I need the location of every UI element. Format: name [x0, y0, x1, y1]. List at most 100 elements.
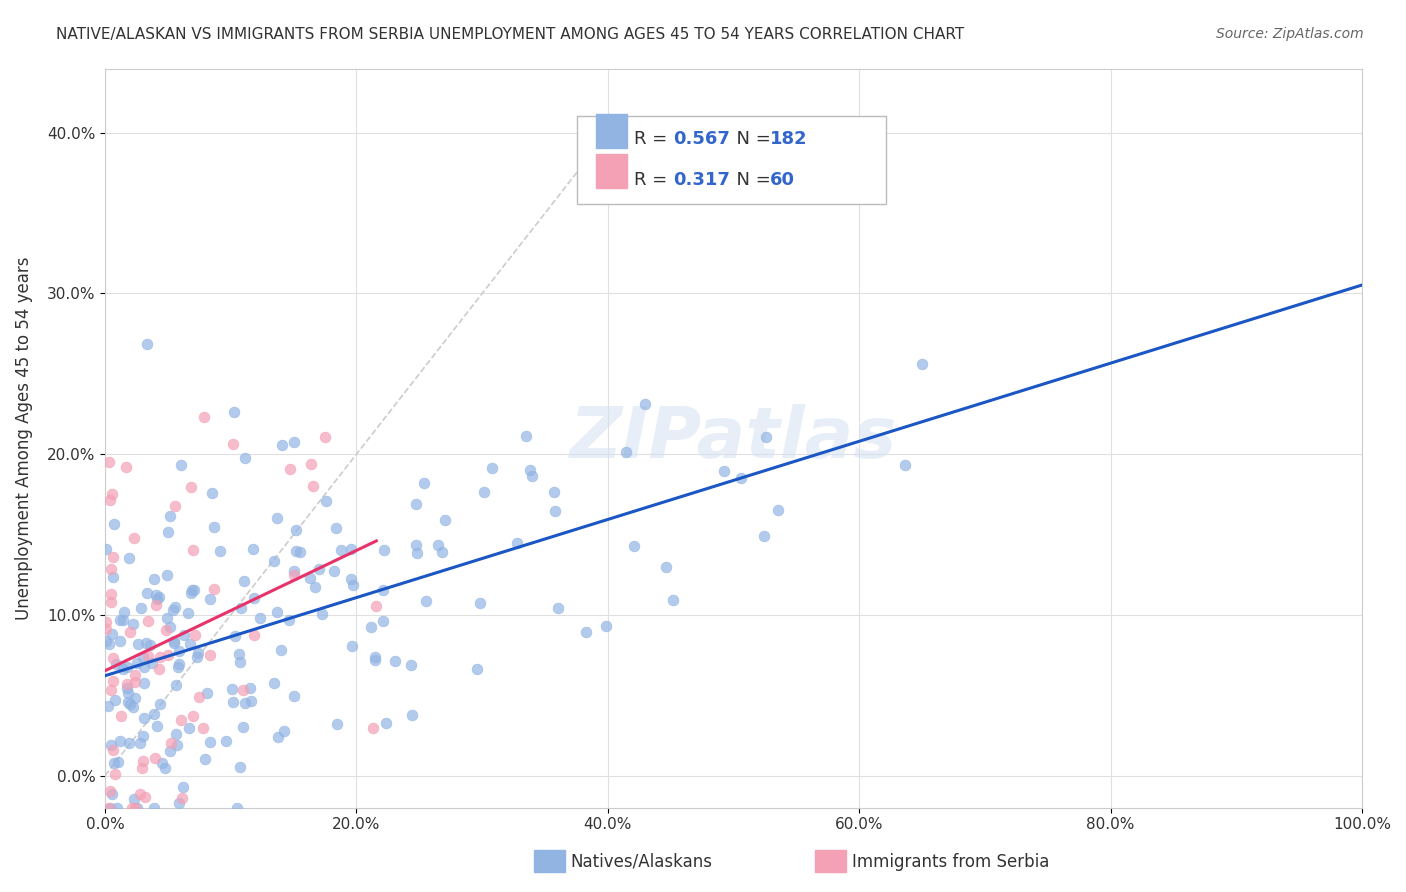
Point [314, 430, 336, 444]
Point [122, 531, 145, 545]
Point [373, 615, 395, 629]
Point [515, 429, 537, 443]
Point [97, 699, 120, 714]
Point [911, 357, 934, 371]
Point [547, 600, 569, 615]
Point [405, 497, 427, 511]
Point [108, 613, 131, 627]
Point [661, 593, 683, 607]
Point [283, 564, 305, 578]
Text: Immigrants from Serbia: Immigrants from Serbia [852, 853, 1049, 871]
Point [323, 565, 346, 579]
Point [224, 629, 246, 643]
Point [179, 637, 201, 651]
Point [430, 545, 453, 559]
Point [167, 659, 190, 673]
Point [107, 800, 129, 814]
Point [299, 458, 322, 472]
Point [399, 658, 422, 673]
Point [614, 445, 637, 459]
Point [384, 654, 406, 668]
Point [229, 759, 252, 773]
Point [172, 791, 194, 805]
Point [401, 708, 423, 723]
Point [165, 500, 187, 514]
Point [426, 538, 449, 552]
Point [94, 615, 117, 629]
Point [146, 591, 169, 606]
Point [520, 469, 543, 483]
Point [170, 458, 193, 472]
Point [101, 743, 124, 757]
Point [519, 463, 541, 477]
Point [278, 613, 301, 627]
Point [114, 605, 136, 619]
Point [284, 544, 307, 558]
Point [141, 656, 163, 670]
Point [181, 708, 204, 723]
Point [165, 678, 187, 692]
Point [187, 646, 209, 660]
Point [107, 756, 129, 770]
Point [222, 404, 245, 418]
Point [101, 570, 124, 584]
Point [100, 562, 122, 576]
Point [111, 662, 134, 676]
Point [145, 598, 167, 612]
Point [167, 797, 190, 811]
Point [149, 698, 172, 712]
Point [162, 634, 184, 648]
Point [340, 542, 363, 557]
Point [339, 572, 361, 586]
Point [104, 692, 127, 706]
Point [232, 574, 254, 588]
Point [103, 756, 125, 771]
Point [132, 676, 155, 690]
Point [405, 538, 427, 552]
Y-axis label: Unemployment Among Ages 45 to 54 years: Unemployment Among Ages 45 to 54 years [15, 256, 32, 620]
Point [311, 607, 333, 621]
Point [201, 485, 224, 500]
Point [366, 599, 388, 613]
Text: ZIPatlas: ZIPatlas [569, 403, 897, 473]
Point [180, 583, 202, 598]
Point [122, 791, 145, 805]
Point [755, 430, 778, 444]
Point [132, 659, 155, 673]
Point [240, 693, 263, 707]
Point [135, 636, 157, 650]
Point [301, 478, 323, 492]
Point [243, 628, 266, 642]
Text: 182: 182 [770, 130, 807, 148]
Point [132, 649, 155, 664]
Text: R =: R = [634, 130, 672, 148]
Point [127, 800, 149, 814]
Text: N =: N = [725, 171, 776, 189]
Point [505, 535, 527, 549]
Point [122, 700, 145, 714]
Point [405, 546, 427, 560]
Point [283, 689, 305, 703]
Point [122, 616, 145, 631]
Point [186, 649, 208, 664]
Point [115, 659, 138, 673]
Point [278, 462, 301, 476]
Point [204, 520, 226, 534]
Point [162, 635, 184, 649]
Point [263, 676, 285, 690]
Point [214, 734, 236, 748]
Point [267, 730, 290, 744]
Point [136, 614, 159, 628]
Point [159, 620, 181, 634]
Point [544, 504, 567, 518]
Point [157, 524, 180, 539]
Point [127, 656, 149, 670]
Point [129, 600, 152, 615]
Point [139, 638, 162, 652]
Point [472, 485, 495, 500]
Point [371, 583, 394, 598]
Point [266, 511, 288, 525]
Point [142, 572, 165, 586]
Point [375, 716, 398, 731]
Point [575, 624, 598, 639]
